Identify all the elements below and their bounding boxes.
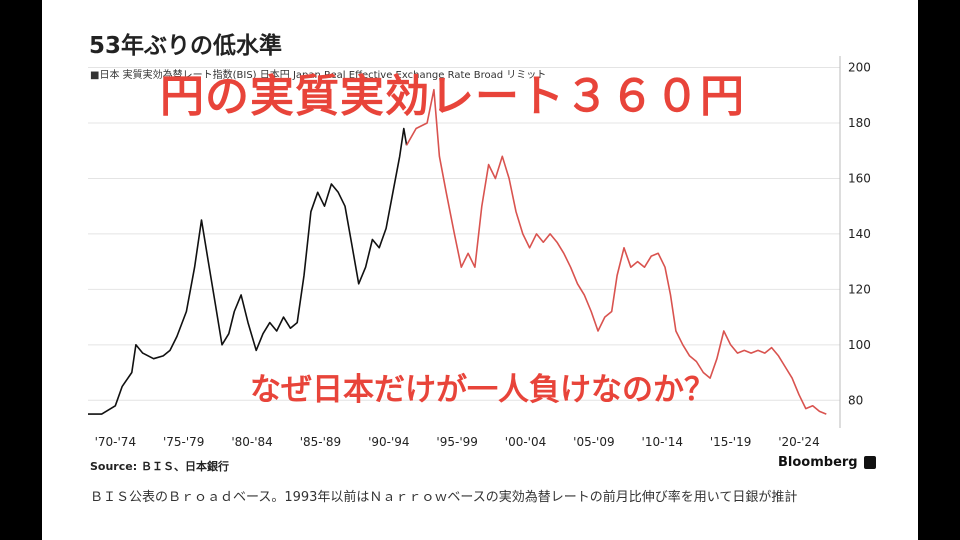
- x-tick-label: '15-'19: [710, 435, 751, 449]
- source-note: Source: ＢＩＳ、日本銀行: [90, 460, 229, 473]
- series-line-2: [405, 88, 827, 415]
- y-tick-label: 180: [848, 116, 871, 130]
- x-tick-label: '20-'24: [778, 435, 819, 449]
- series-line-1: [88, 127, 408, 415]
- y-tick-label: 100: [848, 338, 871, 352]
- y-tick-label: 80: [848, 393, 863, 407]
- chart-title: 53年ぶりの低水準: [89, 33, 283, 59]
- x-tick-label: '90-'94: [368, 435, 409, 449]
- x-tick-label: '00-'04: [505, 435, 546, 449]
- x-tick-label: '70-'74: [95, 435, 136, 449]
- y-tick-label: 140: [848, 227, 871, 241]
- x-tick-label: '95-'99: [436, 435, 477, 449]
- overlay-headline: 円の実質実効レート３６０円: [160, 71, 745, 122]
- line-chart: 80 100 120 140 160 180 200 '70-'74 '75-'79 '80-'8…: [88, 56, 871, 449]
- x-tick-label: '75-'79: [163, 435, 204, 449]
- x-tick-label: '05-'09: [573, 435, 614, 449]
- caption: ＢＩＳ公表のＢｒｏａｄベース。1993年以前はＮａｒｒｏｗベースの実効為替レート…: [90, 490, 798, 505]
- x-tick-label: '10-'14: [642, 435, 683, 449]
- overlay-question: なぜ日本だけが一人負けなのか？: [250, 372, 715, 408]
- x-tick-label: '80-'84: [231, 435, 272, 449]
- bloomberg-icon: [864, 456, 876, 469]
- y-tick-label: 120: [848, 282, 871, 296]
- chart-card: 80 100 120 140 160 180 200 '70-'74 '75-'79 '80-'8…: [42, 0, 918, 540]
- y-tick-label: 160: [848, 171, 871, 185]
- y-tick-label: 200: [848, 61, 871, 75]
- chart-legend: ■日本 実質実効為替レート指数(BIS) 日本円 Japan Real Effe…: [90, 70, 547, 81]
- x-tick-label: '85-'89: [300, 435, 341, 449]
- bloomberg-logo: Bloomberg: [778, 455, 858, 470]
